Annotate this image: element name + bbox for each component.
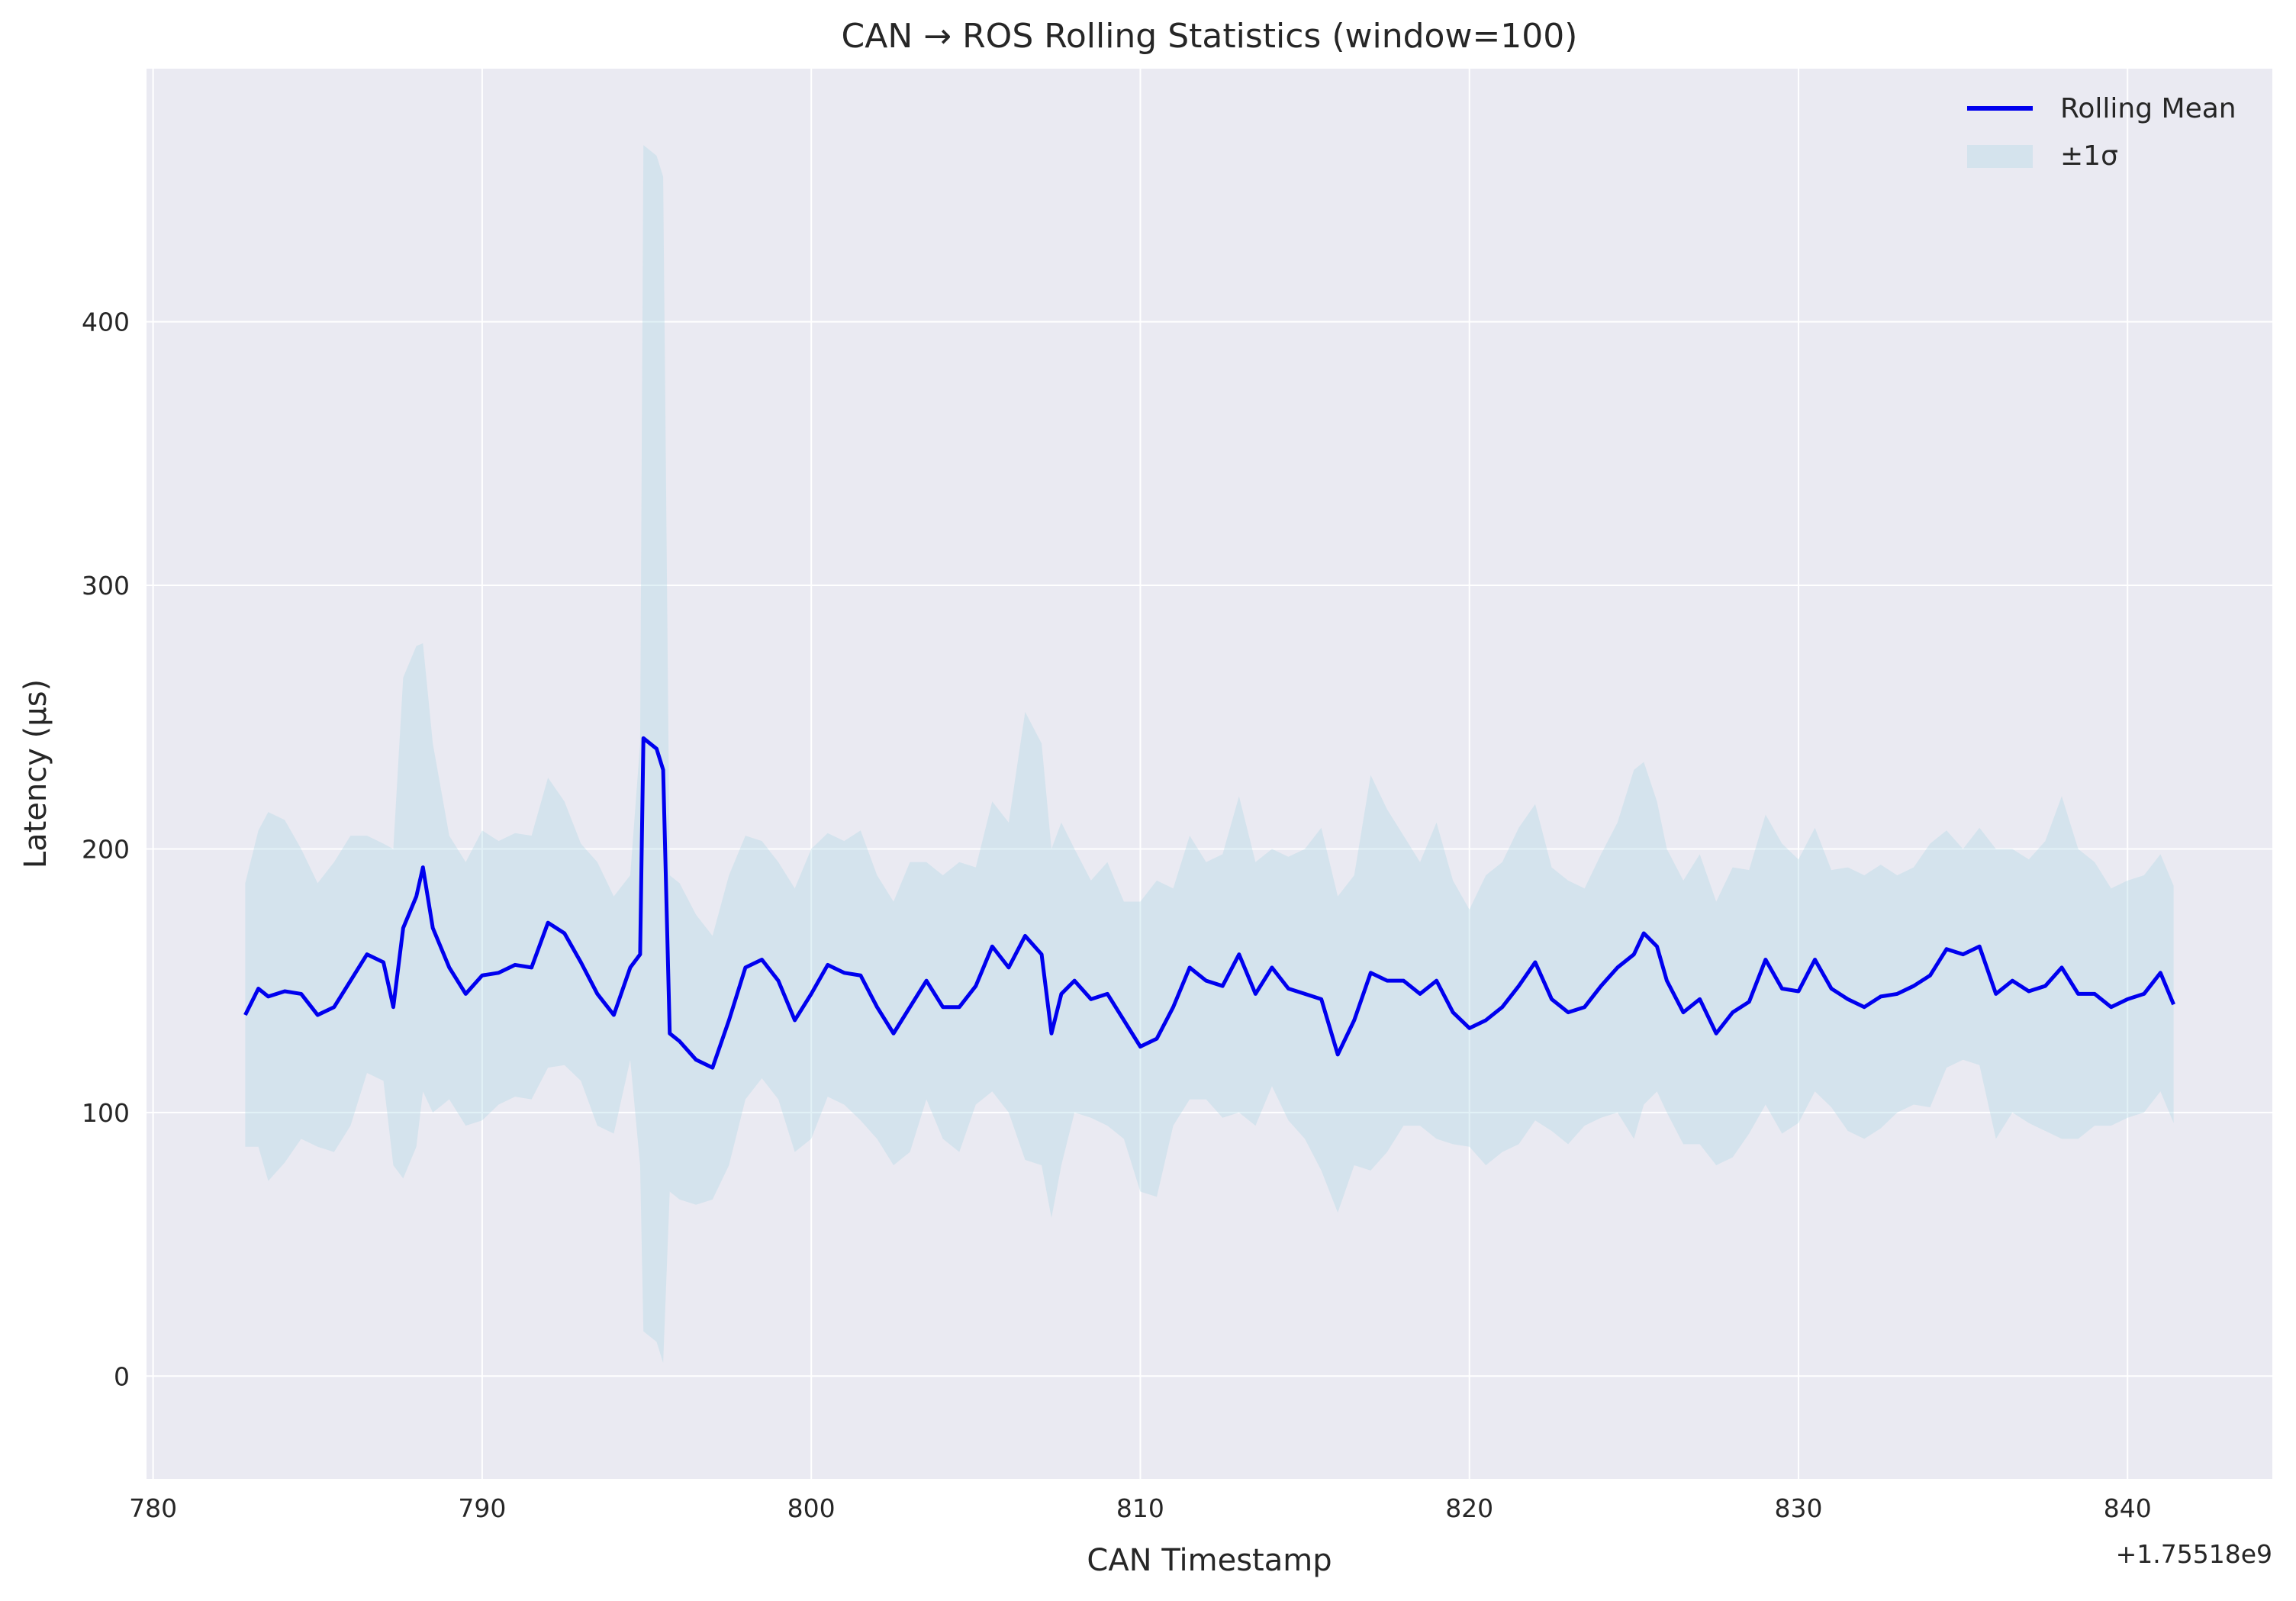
- y-axis-label: Latency (µs): [18, 679, 53, 868]
- legend-label: ±1σ: [2060, 140, 2118, 172]
- legend-label: Rolling Mean: [2060, 93, 2236, 124]
- x-tick-label: 840: [2104, 1493, 2152, 1523]
- legend-swatch: [1967, 145, 2033, 168]
- y-tick-label: 100: [82, 1098, 130, 1128]
- x-tick-label: 790: [458, 1493, 506, 1523]
- y-tick-label: 0: [114, 1361, 130, 1391]
- sigma-band: [245, 145, 2174, 1364]
- x-axis-label: CAN Timestamp: [1087, 1543, 1332, 1578]
- y-tick-label: 300: [82, 571, 130, 601]
- x-tick-label: 780: [129, 1493, 177, 1523]
- y-tick-label: 400: [82, 308, 130, 337]
- x-offset-label: +1.75518e9: [2116, 1539, 2272, 1569]
- x-tick-label: 800: [787, 1493, 836, 1523]
- x-tick-label: 820: [1445, 1493, 1493, 1523]
- plot-area: [147, 69, 2272, 1479]
- x-tick-label: 810: [1116, 1493, 1164, 1523]
- rolling-mean-line: [243, 736, 2175, 1070]
- y-tick-label: 200: [82, 834, 130, 864]
- chart-title: CAN → ROS Rolling Statistics (window=100…: [842, 17, 1578, 56]
- x-tick-label: 830: [1774, 1493, 1822, 1523]
